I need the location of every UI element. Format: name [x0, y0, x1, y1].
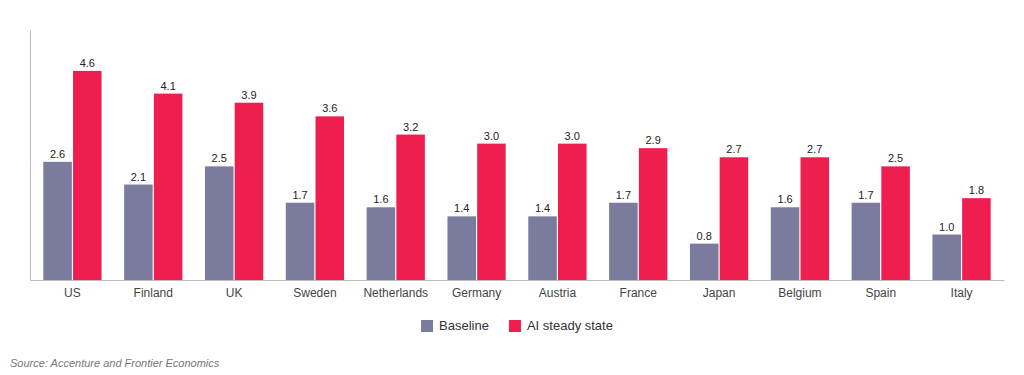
bar: [286, 203, 315, 280]
x-tick: France: [620, 280, 658, 300]
data-label: 3.6: [322, 102, 337, 114]
x-tick-label: US: [64, 286, 81, 300]
bar: [124, 185, 153, 280]
bar-series: [73, 71, 991, 280]
x-tick-label: Belgium: [778, 286, 821, 300]
chart: US Finland UK Sweden Netherlands Germany Austr…: [0, 0, 1024, 375]
bar: [881, 166, 910, 280]
data-label: 1.7: [858, 189, 873, 201]
x-tick-label: Finland: [134, 286, 173, 300]
legend: Baseline AI steady state: [421, 318, 613, 333]
legend-item: Baseline: [421, 318, 489, 333]
x-tick-label: UK: [226, 286, 243, 300]
x-axis-line: [31, 280, 1005, 281]
data-label: 1.4: [535, 202, 550, 214]
y-axis-line: [30, 31, 31, 281]
x-tick: Finland: [134, 280, 173, 300]
bar: [558, 144, 587, 280]
x-tick-label: France: [620, 286, 658, 300]
x-tick: Japan: [703, 280, 736, 300]
bar: [447, 216, 476, 280]
data-label: 4.1: [160, 80, 175, 92]
bar: [43, 162, 72, 280]
bar: [771, 207, 800, 280]
x-tick-label: Spain: [865, 286, 896, 300]
bar: [852, 203, 881, 280]
data-label: 2.5: [888, 152, 903, 164]
x-tick-label: Netherlands: [363, 286, 428, 300]
x-axis: US Finland UK Sweden Netherlands Germany Austr…: [31, 280, 1005, 300]
data-labels: 2.6 2.1 2.5 1.7 1.6 1.4 1.4 1.7 0.8 1.6 1.7 1.0 4.6 4…: [50, 57, 984, 242]
x-tick: Sweden: [293, 280, 336, 300]
x-tick: UK: [226, 280, 243, 300]
bar: [720, 157, 749, 280]
data-label: 1.8: [969, 184, 984, 196]
plot: US Finland UK Sweden Netherlands Germany Austr…: [31, 31, 1005, 300]
data-label: 2.7: [726, 143, 741, 155]
legend-swatch: [509, 320, 521, 332]
bar: [609, 203, 638, 280]
data-label: 2.7: [807, 143, 822, 155]
data-label: 1.4: [454, 202, 469, 214]
bar: [932, 235, 961, 280]
x-tick: Italy: [951, 280, 973, 300]
data-label: 1.0: [939, 221, 954, 233]
bar: [235, 103, 264, 280]
bar: [690, 244, 719, 280]
bar: [639, 148, 668, 280]
data-label: 2.6: [50, 148, 65, 160]
bar: [316, 116, 345, 280]
legend-swatch: [421, 320, 433, 332]
bar: [396, 135, 425, 280]
legend-label: Baseline: [439, 318, 489, 333]
data-label: 1.6: [373, 193, 388, 205]
x-tick-label: Sweden: [293, 286, 336, 300]
data-label: 3.2: [403, 121, 418, 133]
bar: [154, 94, 183, 280]
data-label: 3.9: [241, 89, 256, 101]
bar: [962, 198, 991, 280]
bar: [528, 216, 557, 280]
data-label: 2.1: [131, 171, 146, 183]
data-label: 4.6: [80, 57, 95, 69]
x-tick: Austria: [539, 280, 577, 300]
bar: [800, 157, 829, 280]
x-tick: Spain: [865, 280, 896, 300]
x-tick-label: Austria: [539, 286, 577, 300]
bars: [43, 71, 990, 280]
data-label: 1.7: [616, 189, 631, 201]
bar: [205, 166, 234, 280]
data-label: 2.5: [212, 152, 227, 164]
x-tick: Belgium: [778, 280, 821, 300]
data-label: 2.9: [645, 134, 660, 146]
x-tick-label: Germany: [452, 286, 501, 300]
x-tick: Germany: [452, 280, 501, 300]
legend-item: AI steady state: [509, 318, 613, 333]
bar: [73, 71, 102, 280]
source-note: Source: Accenture and Frontier Economics: [10, 357, 220, 369]
x-tick: Netherlands: [363, 280, 428, 300]
data-label: 1.6: [777, 193, 792, 205]
bar: [367, 207, 396, 280]
data-label: 1.7: [292, 189, 307, 201]
x-tick-label: Japan: [703, 286, 736, 300]
y-axis: [30, 31, 31, 281]
x-tick: US: [64, 280, 81, 300]
x-tick-label: Italy: [951, 286, 973, 300]
data-label: 0.8: [697, 230, 712, 242]
legend-label: AI steady state: [527, 318, 613, 333]
bar: [477, 144, 506, 280]
data-label: 3.0: [565, 130, 580, 142]
data-label: 3.0: [484, 130, 499, 142]
